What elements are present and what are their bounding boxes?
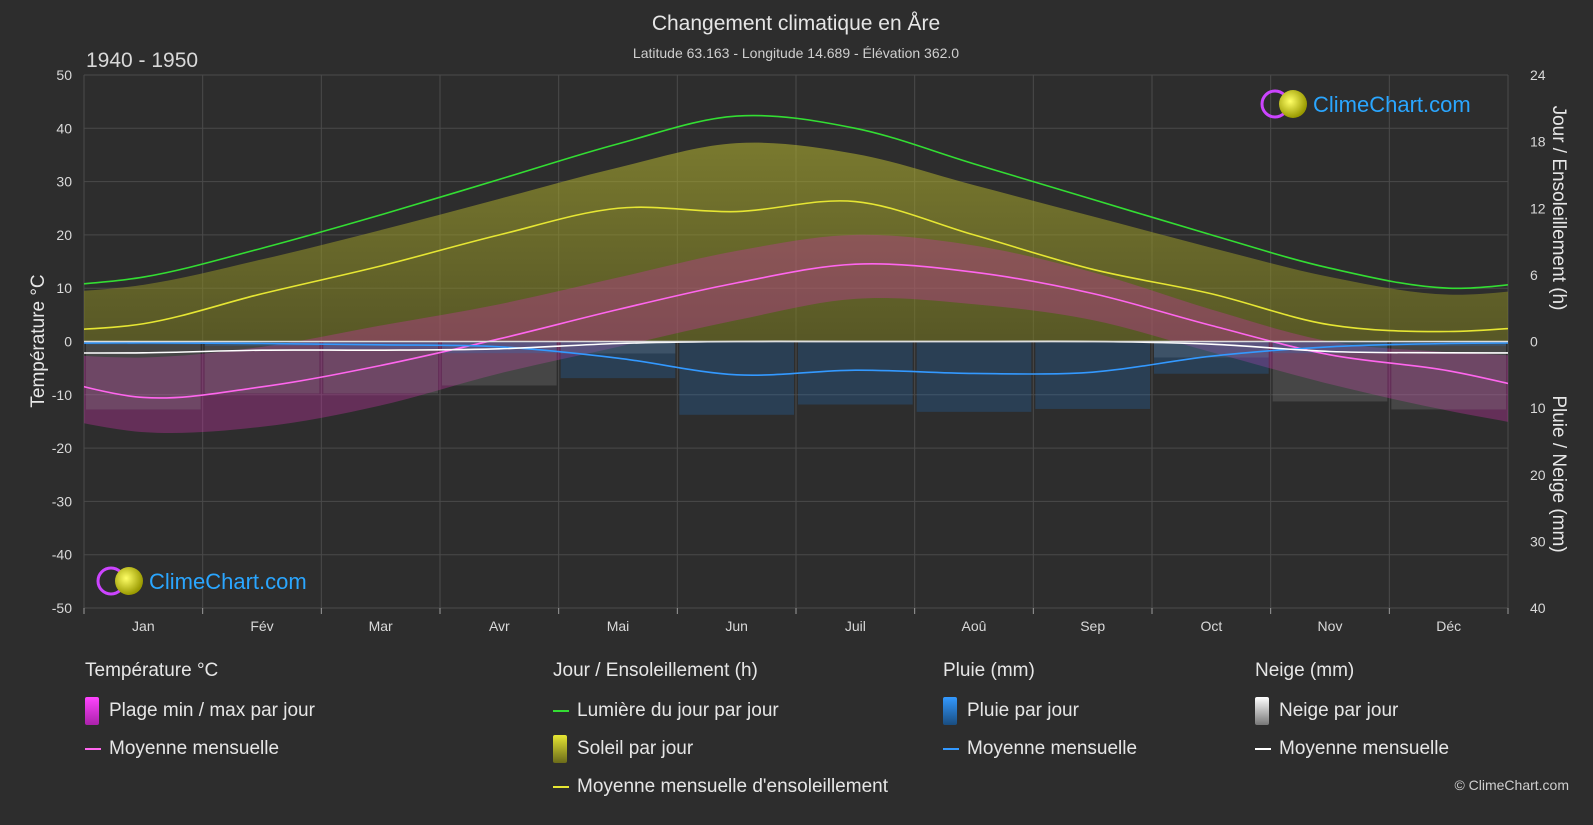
- rain-bar: [916, 341, 1032, 412]
- logo-text: ClimeChart.com: [149, 569, 307, 594]
- x-tick-label: Jan: [132, 618, 155, 634]
- legend-item: Moyenne mensuelle: [943, 730, 1137, 768]
- y-axis-right-top-label: Jour / Ensoleillement (h): [1548, 106, 1569, 311]
- legend-title: Neige (mm): [1255, 660, 1355, 681]
- sunshine-area: [84, 142, 1508, 342]
- legend-item: Lumière du jour par jour: [553, 692, 888, 730]
- copyright: © ClimeChart.com: [1454, 777, 1569, 793]
- rain-swatch-icon: [943, 697, 957, 725]
- logo-text: ClimeChart.com: [1313, 92, 1471, 117]
- y-tick-left: -10: [52, 387, 72, 403]
- legend-label: Neige par jour: [1279, 700, 1399, 721]
- legend-title: Pluie (mm): [943, 660, 1035, 681]
- legend-label: Moyenne mensuelle d'ensoleillement: [577, 776, 888, 797]
- x-tick-label: Aoû: [962, 618, 987, 634]
- line-swatch-icon: [553, 786, 569, 788]
- snow-swatch-icon: [1255, 697, 1269, 725]
- legend-sun: Jour / Ensoleillement (h) Lumière du jou…: [553, 660, 888, 806]
- line-swatch-icon: [943, 748, 959, 750]
- range-swatch-icon: [85, 697, 99, 725]
- legend-label: Lumière du jour par jour: [577, 700, 779, 721]
- legend-title: Jour / Ensoleillement (h): [553, 660, 758, 681]
- series-lines: [84, 114, 1508, 399]
- y-tick-left: 0: [64, 334, 72, 350]
- y-tick-right-top: 24: [1530, 67, 1546, 83]
- series-line-0: [84, 114, 1508, 290]
- x-tick-label: Nov: [1318, 618, 1343, 634]
- x-tick-label: Fév: [250, 618, 273, 634]
- legend-snow: Neige (mm) Neige par jour Moyenne mensue…: [1255, 660, 1449, 768]
- y-tick-right-bottom: 30: [1530, 533, 1546, 549]
- series-line-3: [84, 342, 1508, 376]
- daylight-area: [84, 142, 1508, 342]
- y-tick-left: 10: [56, 280, 72, 296]
- rain-bar: [679, 341, 794, 415]
- sun-swatch-icon: [553, 735, 567, 763]
- y-tick-left: 40: [56, 120, 72, 136]
- y-tick-right-top: 0: [1530, 334, 1538, 350]
- rain-bar: [560, 341, 676, 379]
- line-swatch-icon: [553, 710, 569, 712]
- y-tick-left: 50: [56, 67, 72, 83]
- x-tick-label: Déc: [1436, 618, 1461, 634]
- legend-item: Moyenne mensuelle: [1255, 730, 1449, 768]
- y-tick-left: -40: [52, 547, 72, 563]
- x-tick-label: Juil: [845, 618, 866, 634]
- legend-label: Moyenne mensuelle: [967, 738, 1138, 759]
- line-swatch-icon: [85, 748, 101, 750]
- rain-bar: [1035, 341, 1150, 409]
- legend-label: Moyenne mensuelle: [1279, 738, 1450, 759]
- legend-label: Plage min / max par jour: [109, 700, 315, 721]
- y-axis-right-bottom-label: Pluie / Neige (mm): [1548, 395, 1569, 552]
- logo-sun-icon: [1279, 90, 1307, 118]
- x-tick-label: Mar: [369, 618, 393, 634]
- series-line-2: [84, 263, 1508, 399]
- snow-bar: [1391, 341, 1506, 410]
- period-label: 1940 - 1950: [86, 49, 198, 72]
- x-tick-label: Sep: [1080, 618, 1105, 634]
- legend-label: Soleil par jour: [577, 738, 694, 759]
- temperature-range-area: [84, 234, 1508, 434]
- y-axis-left-label: Température °C: [28, 274, 49, 407]
- logo-top: ClimeChart.com: [1260, 89, 1471, 119]
- rain-bar: [798, 341, 913, 405]
- y-tick-right-bottom: 10: [1530, 400, 1546, 416]
- legend-label: Pluie par jour: [967, 700, 1079, 721]
- y-tick-left: -50: [52, 600, 72, 616]
- legend-item: Pluie par jour: [943, 692, 1137, 730]
- legend-title: Température °C: [85, 660, 219, 681]
- legend-item: Moyenne mensuelle d'ensoleillement: [553, 768, 888, 806]
- snow-bar: [560, 341, 676, 354]
- x-tick-label: Oct: [1200, 618, 1222, 634]
- y-tick-left: -20: [52, 440, 72, 456]
- y-tick-right-top: 18: [1530, 134, 1546, 150]
- y-tick-right-bottom: 40: [1530, 600, 1546, 616]
- y-tick-left: 20: [56, 227, 72, 243]
- logo-bottom: ClimeChart.com: [96, 566, 307, 596]
- legend-item: Soleil par jour: [553, 730, 888, 768]
- legend-item: Plage min / max par jour: [85, 692, 315, 730]
- x-tick-label: Jun: [725, 618, 748, 634]
- legend-item: Neige par jour: [1255, 692, 1449, 730]
- x-tick-label: Mai: [607, 618, 630, 634]
- logo-sun-icon: [115, 567, 143, 595]
- y-tick-right-top: 6: [1530, 267, 1538, 283]
- x-tick-label: Avr: [489, 618, 510, 634]
- legend-rain: Pluie (mm) Pluie par jour Moyenne mensue…: [943, 660, 1137, 768]
- legend-label: Moyenne mensuelle: [109, 738, 280, 759]
- series-line-1: [84, 200, 1508, 333]
- legend-item: Moyenne mensuelle: [85, 730, 315, 768]
- y-tick-left: -30: [52, 493, 72, 509]
- axes: 50 40 30 20 10 0 -10 -20 -30 -40 -50 24 18 12 6 0 10 20 30…: [52, 67, 1546, 634]
- line-swatch-icon: [1255, 748, 1271, 750]
- y-tick-right-bottom: 20: [1530, 467, 1546, 483]
- chart-title: Changement climatique en Åre: [652, 12, 940, 35]
- y-tick-right-top: 12: [1530, 200, 1546, 216]
- temperature-range-band: [84, 234, 1508, 434]
- legend-temperature: Température °C Plage min / max par jour …: [85, 660, 315, 768]
- chart-subtitle: Latitude 63.163 - Longitude 14.689 - Élé…: [633, 45, 959, 61]
- y-tick-left: 30: [56, 174, 72, 190]
